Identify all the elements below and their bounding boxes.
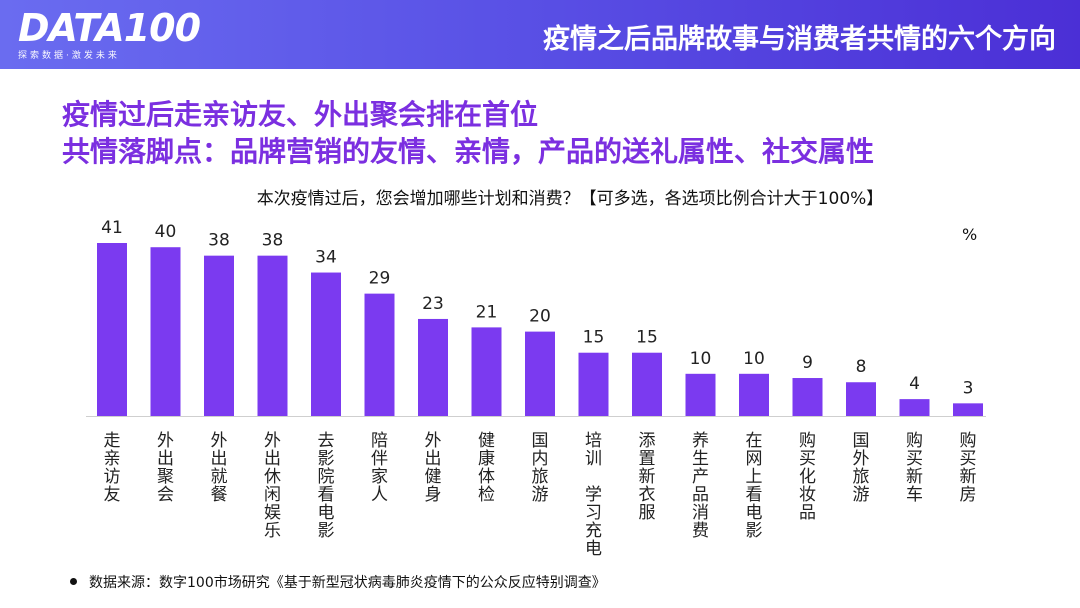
headline-line-2: 共情落脚点：品牌营销的友情、亲情，产品的送礼属性、社交属性 (62, 135, 875, 168)
logo-text: DATA100 (18, 6, 201, 50)
bar-value-label: 40 (155, 222, 177, 242)
bar-value-label: 15 (636, 328, 658, 348)
bar-value-label: 21 (476, 302, 498, 322)
bar-6 (364, 293, 395, 416)
bar-16 (899, 399, 930, 416)
category-label: 外出健身 (425, 431, 442, 505)
category-label: 购买新车 (906, 431, 923, 505)
bar-5 (311, 272, 341, 416)
bar-value-label: 38 (262, 231, 284, 251)
bar-12 (685, 373, 716, 416)
category-label: 走亲访友 (104, 431, 121, 505)
category-label: 陪伴家人 (371, 431, 388, 505)
bar-3 (204, 255, 234, 416)
bar-value-label: 23 (422, 294, 444, 314)
bar-15 (846, 382, 876, 416)
bar-value-label: 41 (101, 218, 123, 238)
category-label: 国外旅游 (853, 431, 870, 505)
bar-13 (739, 373, 769, 416)
category-label: 外出聚会 (157, 431, 174, 505)
bar-value-label: 15 (583, 328, 605, 348)
category-label: 养生产品消费 (692, 431, 709, 541)
bar-value-label: 10 (690, 349, 712, 369)
category-label: 健康体检 (478, 431, 495, 505)
chart-title: 本次疫情过后，您会增加哪些计划和消费？【可多选，各选项比例合计大于100%】 (256, 189, 884, 209)
bar-8 (471, 327, 502, 416)
category-label: 在网上看电影 (746, 431, 763, 541)
bar-11 (632, 352, 662, 416)
bar-4 (257, 255, 288, 416)
category-label: 去影院看电影 (318, 431, 335, 541)
bar-value-label: 4 (909, 374, 920, 394)
brand-logo: DATA100 探索数据·激发未来 (18, 6, 201, 61)
category-label: 添置新衣服 (639, 431, 656, 523)
bar-value-label: 3 (963, 378, 974, 398)
category-label: 外出休闲娱乐 (264, 431, 281, 541)
bar-value-label: 38 (208, 231, 230, 251)
category-label: 外出就餐 (211, 431, 228, 505)
chart-unit: % (962, 225, 978, 244)
bar-17 (953, 403, 983, 416)
bar-14 (792, 378, 823, 416)
bar-value-label: 20 (529, 307, 551, 327)
bar-1 (97, 243, 127, 416)
bullet-icon (70, 577, 77, 585)
category-label: 国内旅游 (532, 431, 549, 505)
bar-2 (150, 247, 181, 416)
bar-9 (525, 331, 555, 416)
category-label: 培训 学习充电 (585, 431, 602, 559)
bar-7 (418, 318, 448, 416)
bar-value-label: 29 (369, 269, 391, 289)
source-text: 数据来源：数字100市场研究《基于新型冠状病毒肺炎疫情下的公众反应特别调查》 (89, 575, 606, 591)
bar-value-label: 34 (315, 248, 337, 268)
bar-value-label: 8 (856, 357, 867, 377)
bar-10 (578, 352, 609, 416)
headline-line-1: 疫情过后走亲访友、外出聚会排在首位 (62, 98, 539, 131)
header-title: 疫情之后品牌故事与消费者共情的六个方向 (543, 24, 1056, 55)
bar-value-label: 9 (802, 353, 813, 373)
category-label: 购买新房 (960, 431, 977, 505)
bar-value-label: 10 (743, 349, 765, 369)
category-label: 购买化妆品 (799, 431, 816, 523)
logo-tagline: 探索数据·激发未来 (18, 51, 120, 61)
source-footnote: 数据来源：数字100市场研究《基于新型冠状病毒肺炎疫情下的公众反应特别调查》 (70, 572, 606, 592)
header-bar: DATA100 探索数据·激发未来 疫情之后品牌故事与消费者共情的六个方向 (0, 0, 1080, 69)
